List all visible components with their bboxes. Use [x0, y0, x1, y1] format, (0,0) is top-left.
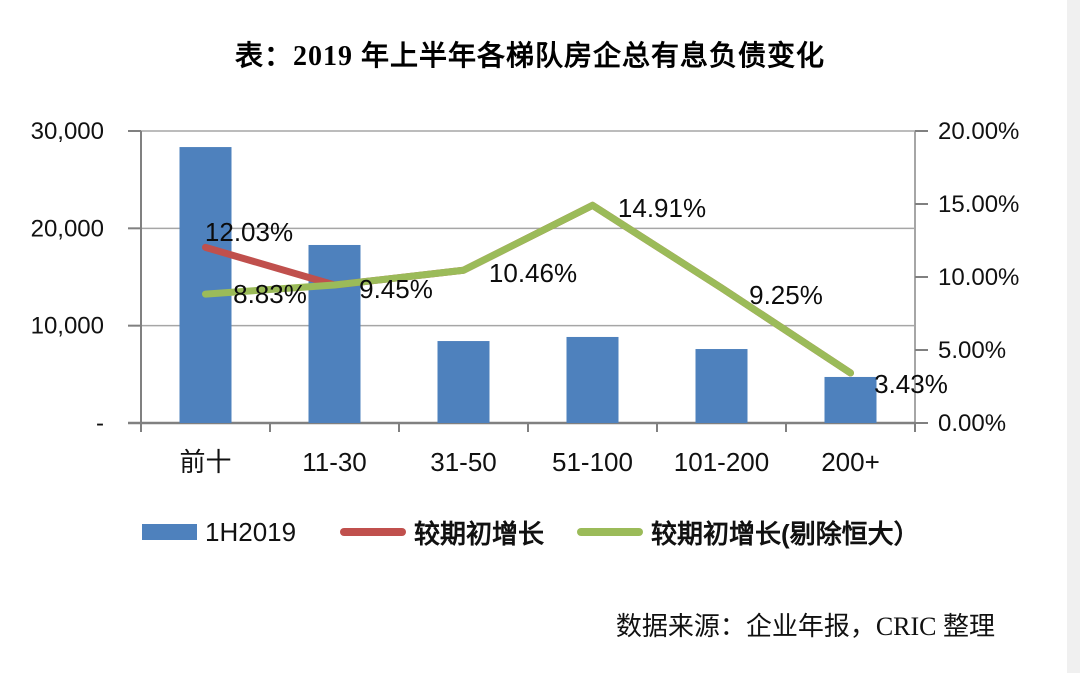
x-axis-label: 101-200 [674, 447, 769, 477]
x-axis-label: 前十 [179, 447, 231, 477]
data-label: 14.91% [618, 193, 706, 223]
combo-chart-plot: 30,000 20,000 10,000 - 20.00% 15.00% 10.00% 5.0… [31, 118, 1020, 477]
legend-item-growth: 较期初增长 [340, 512, 544, 552]
legend-item-growth-ex-evergrande: 较期初增长(剔除恒大） [577, 512, 920, 552]
legend-item-1h2019: 1H2019 [142, 512, 296, 552]
bar-31-50 [437, 341, 490, 423]
y-axis-label-right: 0.00% [938, 410, 1006, 437]
legend-label: 较期初增长 [414, 518, 545, 549]
data-label: 12.03% [205, 217, 293, 247]
bar-101-200 [695, 349, 748, 423]
x-axis-label: 51-100 [552, 447, 633, 477]
bar-11-30 [308, 244, 361, 423]
line-swatch-icon [340, 528, 406, 536]
bar-200+ [824, 376, 877, 423]
source-note: 数据来源：企业年报，CRIC 整理 [615, 612, 995, 641]
data-label: 3.43% [874, 369, 948, 399]
legend-label: 1H2019 [205, 516, 297, 547]
y-axis-label-right: 15.00% [938, 191, 1019, 218]
y-axis-label-right: 5.00% [938, 337, 1006, 364]
y-axis-label-left: 30,000 [31, 118, 104, 145]
data-label: 9.45% [359, 274, 433, 304]
x-axis-label: 200+ [821, 447, 880, 477]
line-swatch-icon [577, 528, 643, 536]
x-axis-label: 11-30 [302, 447, 367, 477]
y-axis-label-left: 20,000 [31, 215, 104, 242]
y-axis-label-right: 10.00% [938, 264, 1019, 291]
bar-swatch-icon [142, 524, 197, 540]
bar-前十 [179, 147, 232, 423]
data-label: 9.25% [749, 280, 823, 310]
data-label: 8.83% [233, 279, 307, 309]
right-edge-strip [1067, 0, 1080, 673]
bar-51-100 [566, 336, 619, 423]
chart-legend: 1H2019 较期初增长 较期初增长(剔除恒大） [0, 512, 1080, 552]
x-axis-label: 31-50 [430, 447, 497, 477]
y-axis-label-right: 20.00% [938, 118, 1019, 145]
legend-label: 较期初增长(剔除恒大） [651, 518, 920, 549]
y-axis-label-left: 10,000 [31, 313, 104, 340]
chart-title: 表：2019 年上半年各梯队房企总有息负债变化 [234, 41, 825, 72]
y-axis-label-left: - [96, 410, 104, 437]
data-label: 10.46% [489, 258, 577, 288]
line-growth-ex-evergrande [202, 201, 854, 377]
